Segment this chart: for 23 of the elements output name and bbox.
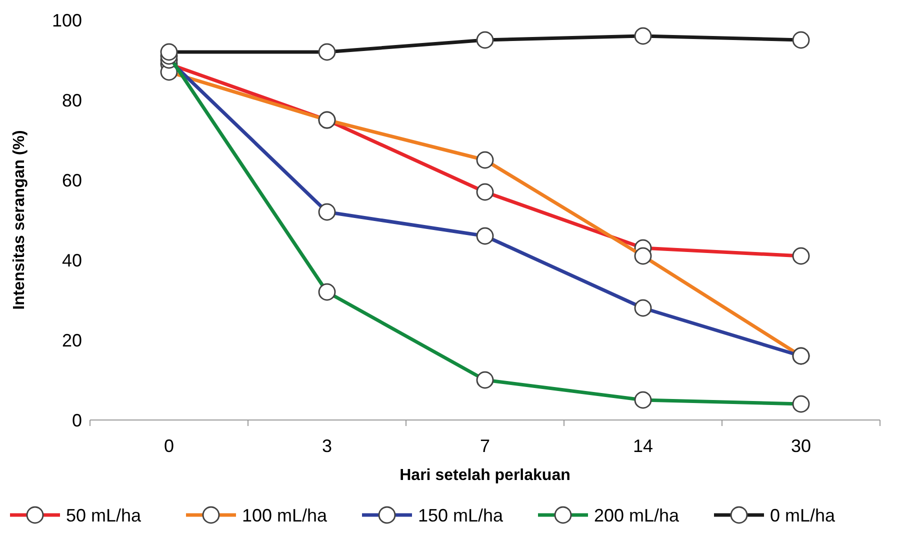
y-tick-label: 80 <box>62 90 82 110</box>
point <box>318 43 336 61</box>
point <box>792 31 810 49</box>
x-tick-label: 3 <box>322 436 332 456</box>
y-tick-label: 0 <box>72 410 82 430</box>
y-tick-label: 20 <box>62 330 82 350</box>
x-tick-label: 0 <box>164 436 174 456</box>
point <box>160 43 178 61</box>
legend-label: 150 mL/ha <box>418 505 504 526</box>
y-axis-title: Intensitas serangan (%) <box>11 130 28 310</box>
legend-label: 100 mL/ha <box>242 505 328 526</box>
legend-label: 0 mL/ha <box>770 505 836 526</box>
y-tick-label: 40 <box>62 250 82 270</box>
x-tick-label: 30 <box>790 436 812 456</box>
y-tick-label: 60 <box>62 170 82 190</box>
x-axis-title: Hari setelah perlakuan <box>400 467 570 484</box>
point <box>476 31 494 49</box>
y-tick-label: 100 <box>52 10 82 30</box>
x-tick-label: 14 <box>632 436 654 456</box>
legend-label: 200 mL/ha <box>594 505 680 526</box>
x-tick-label: 7 <box>480 436 490 456</box>
point <box>634 27 652 45</box>
legend-label: 50 mL/ha <box>66 505 142 526</box>
